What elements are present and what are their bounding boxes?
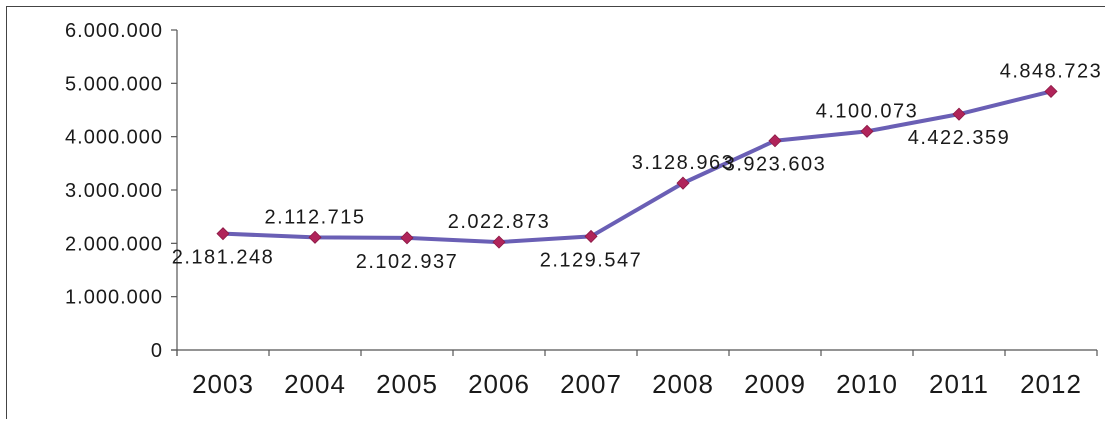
data-label: 2.129.547 (540, 249, 642, 271)
x-tick-label: 2007 (560, 369, 622, 399)
data-point-marker (584, 229, 598, 243)
data-point-marker (952, 107, 966, 121)
x-axis-ticks: 2003 2004 2005 2006 2007 2008 2009 2010 2011 2012 (176, 350, 1098, 399)
y-tick-label: 4.000.000 (65, 127, 163, 149)
axes (171, 30, 1097, 356)
data-label: 3.923.603 (724, 154, 826, 176)
x-tick-label: 2005 (376, 369, 438, 399)
data-label: 2.181.248 (172, 247, 274, 269)
data-label: 4.422.359 (908, 127, 1010, 149)
chart-frame (6, 6, 1105, 419)
data-point-marker (216, 227, 230, 241)
data-point-marker (768, 134, 782, 148)
x-tick-label: 2011 (929, 369, 989, 399)
data-label: 4.100.073 (816, 100, 918, 122)
series-group (216, 84, 1058, 249)
x-tick-label: 2010 (836, 369, 898, 399)
data-point-marker (400, 231, 414, 245)
x-tick-label: 2004 (284, 369, 346, 399)
data-labels: 2.181.248 2.112.715 2.102.937 2.022.873 2.12… (172, 60, 1102, 273)
data-label: 3.128.963 (632, 152, 734, 174)
x-tick-label: 2009 (744, 369, 806, 399)
y-tick-label: 0 (151, 340, 163, 362)
y-axis-ticks: 0 1.000.000 2.000.000 3.000.000 4.000.000 5.0… (65, 20, 177, 362)
y-tick-label: 1.000.000 (65, 287, 163, 309)
y-tick-label: 3.000.000 (65, 180, 163, 202)
x-tick-label: 2008 (652, 369, 714, 399)
data-point-marker (1044, 84, 1058, 98)
data-point-marker (860, 124, 874, 138)
data-label: 2.022.873 (448, 211, 550, 233)
series-line (222, 89, 1052, 245)
data-point-marker (492, 235, 506, 249)
data-label: 2.102.937 (356, 251, 458, 273)
y-tick-label: 2.000.000 (65, 233, 163, 255)
y-tick-label: 6.000.000 (65, 20, 163, 42)
data-label: 2.112.715 (265, 206, 366, 228)
x-tick-label: 2003 (192, 369, 254, 399)
x-tick-label: 2012 (1020, 369, 1082, 399)
data-label: 4.848.723 (1000, 60, 1102, 82)
data-point-marker (676, 176, 690, 190)
x-tick-label: 2006 (468, 369, 530, 399)
y-tick-label: 5.000.000 (65, 73, 163, 95)
data-point-marker (308, 230, 322, 244)
